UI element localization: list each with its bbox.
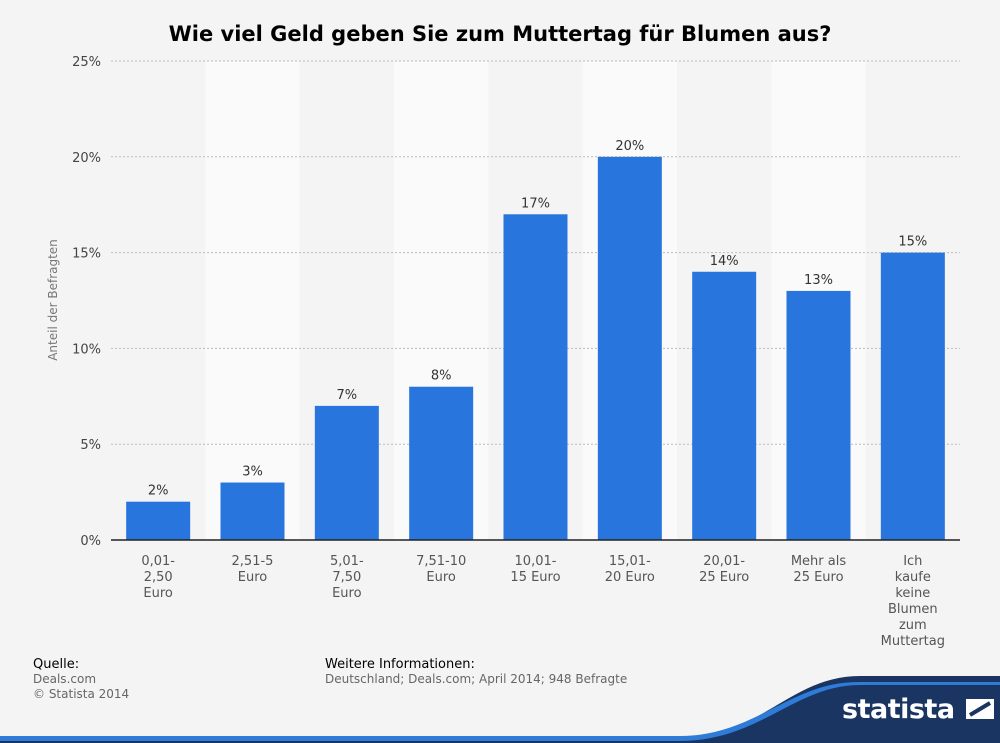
x-tick-label-line: 2,51-5	[232, 554, 274, 569]
x-tick-label-line: 2,50	[144, 570, 173, 585]
x-tick-label: Mehr als 25 Euro	[791, 554, 847, 585]
info-label: Weitere Informationen:	[325, 657, 475, 672]
x-tick-label-line: Euro	[238, 570, 268, 585]
x-tick-label-line: zum	[899, 618, 927, 633]
data-label: 14%	[710, 254, 739, 269]
data-label: 13%	[804, 273, 833, 288]
x-tick-label: 10,01-15 Euro	[510, 554, 560, 585]
y-tick-label: 20%	[72, 151, 101, 166]
copyright-line: © Statista 2014	[33, 687, 130, 701]
data-label: 20%	[615, 139, 644, 154]
x-tick-label-line: 5,01-	[330, 554, 364, 569]
y-tick-label: 0%	[80, 534, 101, 549]
x-tick-label: 0,01-2,50 Euro	[141, 554, 175, 601]
x-tick-label-line: 10,01-	[515, 554, 557, 569]
statista-logo[interactable]: statista	[842, 694, 995, 725]
bar	[597, 156, 662, 541]
bar	[409, 386, 474, 540]
x-tick-label: 15,01-20 Euro	[605, 554, 655, 585]
info-block: Weitere Informationen: Deutschland; Deal…	[325, 657, 627, 687]
bar	[786, 290, 851, 540]
y-tick-label: 25%	[72, 55, 101, 70]
column-band	[205, 61, 300, 540]
x-tick-label: Ich kaufe keine Blumen zum Muttertag	[881, 554, 945, 649]
source-block: Quelle: Deals.com © Statista 2014	[33, 657, 129, 702]
source-label: Quelle:	[33, 657, 80, 672]
y-tick-label: 15%	[72, 247, 101, 262]
data-label: 15%	[898, 235, 927, 250]
info-text: Deutschland; Deals.com; April 2014; 948 …	[325, 672, 628, 686]
bar	[126, 501, 191, 540]
x-tick-label-line: 7,51-10	[416, 554, 466, 569]
y-tick-label: 10%	[72, 342, 101, 357]
chart-title: Wie viel Geld geben Sie zum Muttertag fü…	[168, 22, 832, 46]
x-tick-label-line: Euro	[426, 570, 456, 585]
x-tick-label-line: 7,50	[332, 570, 361, 585]
bar	[503, 214, 568, 540]
x-tick-label-line: 20,01-	[703, 554, 745, 569]
y-tick-label: 5%	[80, 438, 101, 453]
x-tick-label: 2,51-5 Euro	[232, 554, 274, 585]
x-tick-label-line: 25 Euro	[793, 570, 843, 585]
x-tick-label-line: Mehr als	[791, 554, 847, 569]
data-label: 8%	[431, 369, 452, 384]
bar	[220, 482, 285, 540]
x-tick-label-line: 15 Euro	[510, 570, 560, 585]
data-label: 17%	[521, 196, 550, 211]
x-tick-label-line: kaufe	[895, 570, 931, 585]
x-tick-label: 7,51-10 Euro	[416, 554, 466, 585]
data-label: 2%	[148, 484, 169, 499]
x-tick-label-line: 25 Euro	[699, 570, 749, 585]
x-tick-label: 20,01-25 Euro	[699, 554, 749, 585]
x-tick-label-line: Euro	[332, 586, 362, 601]
bar	[314, 405, 379, 540]
x-tick-label-line: 15,01-	[609, 554, 651, 569]
x-tick-label-line: Ich	[903, 554, 922, 569]
x-tick-label-line: 20 Euro	[605, 570, 655, 585]
y-axis-label: Anteil der Befragten	[46, 239, 60, 361]
x-tick-label-line: Blumen	[888, 602, 938, 617]
logo-wordmark: statista	[842, 694, 955, 725]
logo-mark-icon	[966, 699, 995, 719]
x-tick-label-line: Euro	[143, 586, 173, 601]
data-label: 3%	[242, 465, 263, 480]
x-tick-label-line: Muttertag	[881, 634, 945, 649]
x-tick-label: 5,01-7,50 Euro	[330, 554, 364, 601]
bar	[880, 252, 945, 540]
x-tick-label-line: keine	[895, 586, 930, 601]
bar	[692, 271, 757, 540]
source-line: Deals.com	[33, 672, 97, 686]
data-label: 7%	[337, 388, 358, 403]
x-tick-label-line: 0,01-	[141, 554, 175, 569]
